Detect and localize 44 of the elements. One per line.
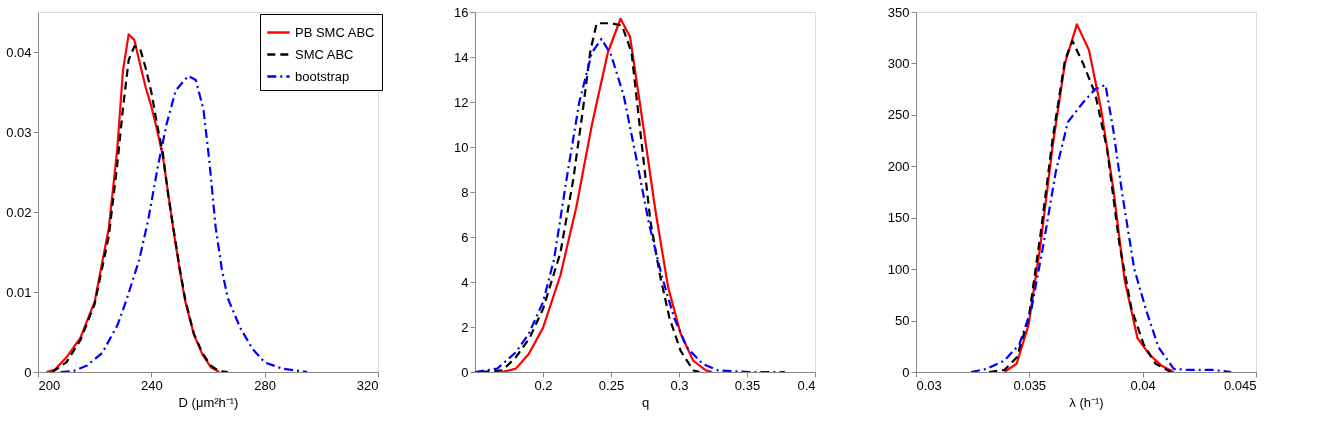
- y-tick-label: 250: [887, 107, 910, 123]
- y-tick-label: 12: [454, 94, 469, 110]
- x-axis-title: q: [641, 394, 650, 410]
- y-tick-label: 4: [461, 274, 469, 290]
- legend-label: PB SMC ABC: [295, 24, 375, 40]
- x-tick-label: 240: [140, 377, 163, 393]
- x-tick-label: 0.04: [1130, 377, 1156, 393]
- line-series: [969, 83, 1233, 372]
- x-axis-title: D (μm²h⁻¹): [178, 394, 239, 410]
- x-tick-label: 200: [38, 377, 61, 393]
- x-tick-label: 0.25: [598, 377, 625, 393]
- y-tick-label: 0.02: [6, 204, 32, 220]
- y-tick-label: 16: [454, 4, 469, 20]
- x-tick-label: 0.03: [916, 377, 942, 393]
- y-tick-label: 100: [887, 261, 910, 277]
- x-tick-label: 0.2: [534, 377, 553, 393]
- y-tick-label: 0: [24, 364, 32, 380]
- x-tick-label: 0.3: [670, 377, 689, 393]
- y-tick-label: 50: [895, 313, 910, 329]
- y-tick-label: 0.04: [6, 44, 32, 60]
- y-tick-label: 10: [454, 139, 469, 155]
- x-axis-title: λ (h⁻¹): [1069, 394, 1104, 410]
- y-tick-label: 0.01: [6, 284, 32, 300]
- y-tick-label: 0: [902, 364, 910, 380]
- y-tick-label: 300: [887, 55, 910, 71]
- x-tick-label: 0.4: [797, 377, 816, 393]
- y-tick-label: 2: [461, 319, 469, 335]
- y-tick-label: 200: [887, 158, 910, 174]
- x-tick-label: 0.035: [1013, 377, 1047, 393]
- x-tick-label: 280: [254, 377, 277, 393]
- y-tick-label: 0: [461, 364, 469, 380]
- y-tick-label: 0.03: [6, 124, 32, 140]
- y-tick-label: 150: [887, 210, 910, 226]
- x-tick-label: 320: [356, 377, 379, 393]
- x-tick-label: 0.045: [1223, 377, 1257, 393]
- legend-label: bootstrap: [295, 68, 350, 84]
- y-tick-label: 8: [461, 184, 469, 200]
- y-tick-label: 350: [887, 4, 910, 20]
- y-tick-label: 6: [461, 229, 469, 245]
- y-tick-label: 14: [454, 49, 469, 65]
- line-series: [475, 37, 787, 372]
- line-series: [501, 17, 714, 372]
- x-tick-label: 0.35: [734, 377, 761, 393]
- legend-label: SMC ABC: [295, 46, 354, 62]
